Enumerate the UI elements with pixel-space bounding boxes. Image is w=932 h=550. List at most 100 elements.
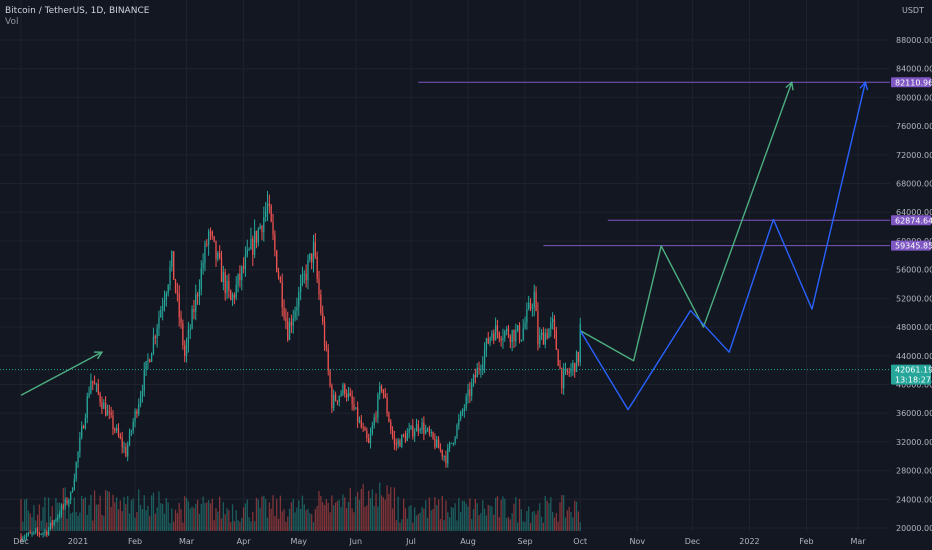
volume-bar — [391, 508, 394, 531]
volume-bar — [184, 496, 186, 531]
candle-body — [301, 274, 304, 284]
volume-bar — [268, 502, 270, 531]
volume-bar — [288, 508, 291, 531]
x-tick-label: Jul — [405, 537, 416, 546]
price-axis-bg — [890, 0, 932, 550]
candle-body — [531, 307, 534, 309]
volume-bar — [379, 482, 381, 531]
volume-bar — [430, 510, 432, 531]
volume-bar — [356, 491, 359, 531]
volume-bar — [141, 509, 144, 531]
arrowhead — [859, 80, 869, 91]
candle-body — [184, 345, 186, 356]
candle-body — [496, 325, 499, 333]
volume-bar — [149, 516, 151, 531]
time-axis[interactable]: Dec 2021 Feb Mar Apr May Jun Jul Aug Sep Oct Nov Dec… — [13, 537, 866, 546]
candle-body — [360, 420, 362, 428]
candle-body — [551, 318, 554, 323]
volume-bar — [219, 496, 221, 531]
candle-body — [345, 394, 348, 398]
volume-bar — [493, 514, 495, 531]
candle-body — [266, 203, 269, 211]
volume-bar — [358, 499, 361, 531]
candle-body — [391, 429, 394, 437]
candle-body — [307, 259, 309, 281]
candle-body — [49, 522, 52, 529]
x-tick-label: Apr — [237, 537, 252, 546]
volume-bar — [441, 496, 443, 531]
candle-body — [447, 447, 449, 464]
symbol-title[interactable]: Bitcoin / TetherUS, 1D, BINANCE — [5, 6, 150, 16]
candle-body — [150, 353, 153, 362]
candle-body — [178, 293, 180, 318]
candle-body — [167, 284, 169, 294]
volume-bar — [95, 504, 98, 531]
volume-bar — [174, 509, 177, 531]
candle-body — [90, 380, 92, 394]
candle-body — [570, 368, 572, 373]
candle-body — [314, 242, 316, 257]
volume-bar — [465, 503, 467, 531]
candle-body — [358, 420, 361, 422]
volume-bar — [322, 501, 324, 531]
candle-body — [255, 230, 258, 243]
volume-bar — [285, 521, 287, 531]
price-axis[interactable]: 20000.00 24000.00 28000.00 32000.00 36000.00… — [890, 0, 932, 550]
candle-body — [171, 251, 173, 267]
candle-body — [518, 325, 521, 341]
volume-bar — [150, 495, 153, 531]
volume-bar — [437, 499, 440, 531]
candle-body — [382, 389, 385, 395]
candle-body — [268, 203, 270, 207]
volume-bar — [402, 498, 405, 531]
grid — [0, 0, 890, 532]
candle-body — [211, 231, 213, 237]
candle-body — [423, 422, 425, 434]
volume-bar — [507, 516, 510, 531]
volume-bar — [362, 483, 364, 531]
y-tick-label: 20000.00 — [896, 524, 932, 533]
volume-bar — [572, 517, 574, 531]
volume-bar — [542, 522, 545, 531]
candle-body — [217, 253, 219, 259]
candle-body — [75, 462, 77, 480]
volume-bar — [469, 498, 471, 531]
candle-body — [180, 317, 182, 324]
volume-bar — [368, 490, 370, 531]
volume-bar — [388, 493, 390, 531]
volume-bar — [351, 508, 353, 531]
level-tag: 62874.64 — [895, 216, 932, 225]
candle-body — [114, 428, 116, 431]
volume-bar — [474, 498, 477, 531]
candle-body — [233, 294, 236, 298]
volume-bar — [173, 521, 175, 531]
candle-body — [66, 499, 68, 504]
candle-body — [533, 291, 535, 308]
candle-body — [351, 395, 353, 404]
volume-bar — [487, 504, 489, 531]
volume-bar — [448, 517, 451, 531]
volume-bar — [132, 498, 134, 531]
volume-bar — [169, 522, 171, 531]
candle-body — [198, 289, 201, 297]
candle-body — [60, 506, 63, 515]
volume-legend[interactable]: Vol — [5, 17, 19, 27]
candle-body — [500, 338, 502, 341]
volume-bar — [228, 510, 230, 531]
level-tag: 59345.85 — [895, 242, 932, 251]
volume-bar — [20, 499, 22, 531]
candle-body — [561, 367, 563, 389]
volume-bar — [425, 500, 427, 531]
x-tick-label: Jun — [349, 537, 363, 546]
candle-body — [544, 333, 546, 345]
candle-body — [402, 434, 405, 436]
volume-bar — [575, 501, 578, 531]
volume-bar — [147, 505, 149, 531]
x-tick-label: Mar — [179, 537, 195, 546]
volume-bar — [211, 498, 213, 531]
volume-bar — [384, 499, 386, 531]
green-projection-arrow-2021 — [20, 351, 103, 396]
candle-body — [557, 349, 559, 366]
